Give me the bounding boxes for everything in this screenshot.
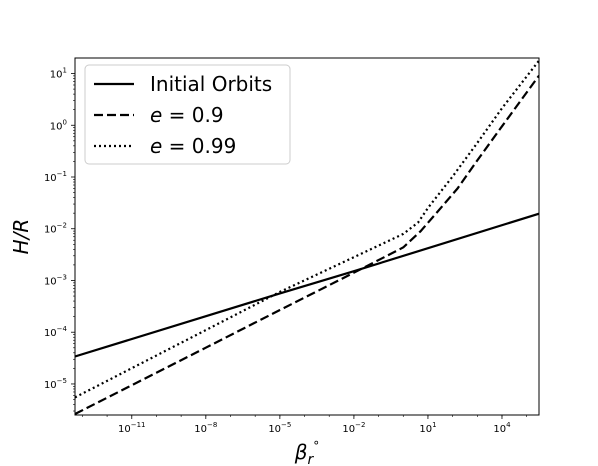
y-tick-label: 10−4 — [44, 325, 68, 339]
plot-frame — [74, 57, 540, 416]
legend: Initial Orbits e = 0.9 e = 0.99 — [84, 64, 291, 165]
y-axis-label: H/R — [9, 219, 33, 255]
series-line-1 — [75, 74, 539, 415]
y-tick-label: 10−3 — [44, 273, 67, 287]
x-tick-label: 104 — [493, 421, 511, 435]
y-axis-ticks: 10−5 10−4 10−3 10−2 10−1 100 101 — [44, 67, 75, 412]
legend-label-2: e = 0.99 — [150, 134, 236, 158]
y-tick-label: 10−1 — [44, 170, 67, 184]
series-line-2 — [75, 59, 539, 399]
series-line-0 — [75, 212, 539, 358]
x-tick-label: 10−8 — [194, 421, 217, 435]
legend-box — [84, 64, 291, 165]
x-tick-label: 10−2 — [342, 421, 365, 435]
x-axis-ticks: 10−11 10−8 10−5 10−2 101 104 — [82, 415, 527, 435]
y-tick-label: 101 — [50, 67, 67, 81]
legend-label-1: e = 0.9 — [150, 103, 224, 127]
series-layer — [75, 59, 539, 415]
legend-label-0: Initial Orbits — [150, 72, 272, 96]
x-tick-label: 10−5 — [268, 421, 291, 435]
y-tick-label: 10−5 — [44, 377, 67, 391]
y-tick-label: 10−2 — [44, 222, 67, 236]
x-axis-label: βr° — [294, 439, 320, 466]
y-tick-label: 100 — [50, 118, 67, 132]
x-tick-label: 101 — [419, 421, 436, 435]
x-tick-label: 10−11 — [118, 421, 146, 435]
